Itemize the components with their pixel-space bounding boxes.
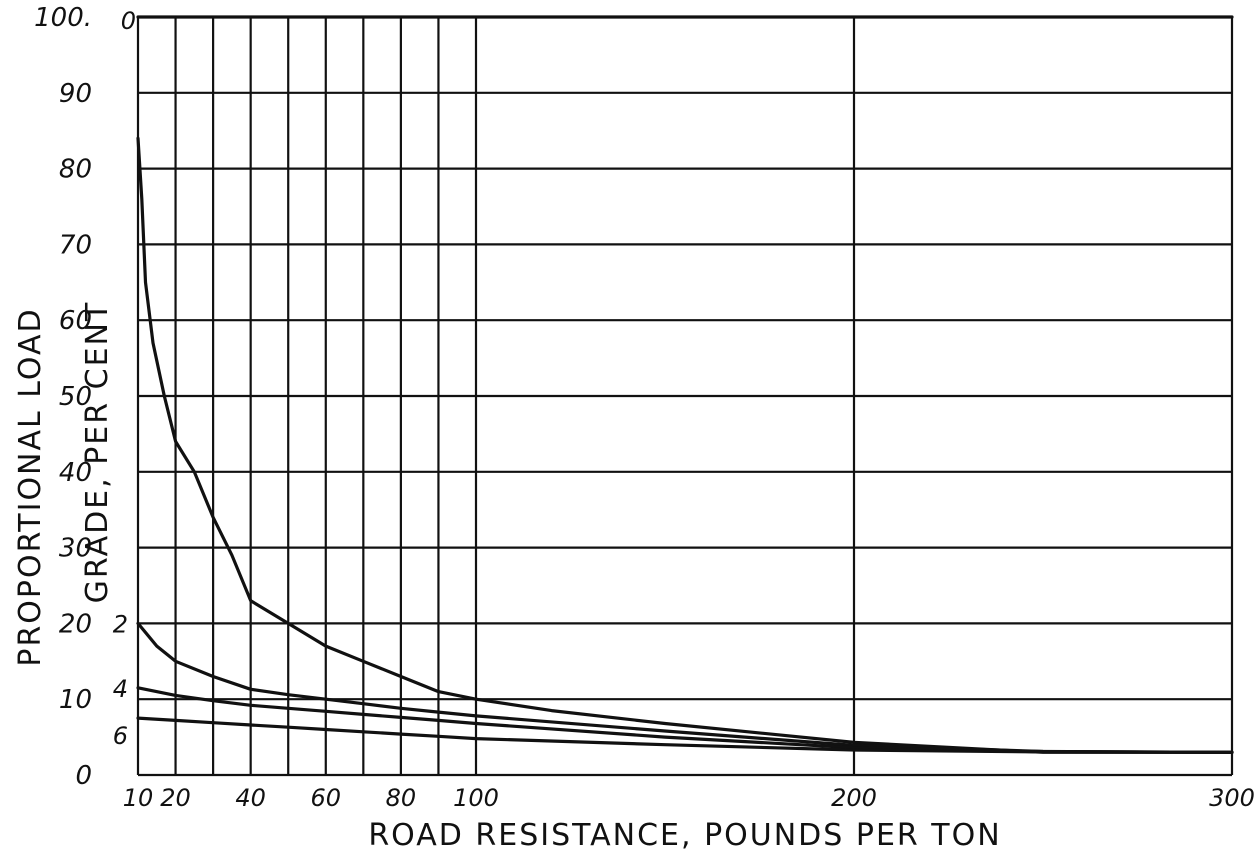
grid [136,15,1234,777]
series-line-6 [136,716,1234,754]
y-tick-label-10: 10 [59,685,92,715]
y-tick-label-80: 80 [59,155,92,185]
y-tick-label-0: 0 [75,761,92,791]
x-tick-label-100: 100 [453,784,499,812]
x-tick-label-300: 300 [1209,784,1255,812]
y-tick-label-100: 100. [34,3,92,33]
x-tick-label-80: 80 [386,784,417,812]
series-line-4 [136,686,1234,754]
series-label-2: 2 [113,610,128,638]
x-tick-label-20: 20 [160,784,191,812]
series-line-2 [136,621,1234,754]
x-axis-title: ROAD RESISTANCE, POUNDS PER TON [368,818,1001,853]
x-tick-label-10: 10 [123,784,154,812]
x-tick-label-40: 40 [235,784,266,812]
y-tick-label-20: 20 [59,609,92,639]
series-labels: 0 2 4 6 [113,7,136,750]
y-tick-label-50: 50 [59,382,92,412]
series-label-4: 4 [113,675,128,703]
y-tick-label-40: 40 [59,458,92,488]
series-line-curve-1 [136,136,1234,754]
y-tick-label-60: 60 [59,306,92,336]
y-axis-title: PROPORTIONAL LOAD [13,307,48,666]
x-tick-label-200: 200 [831,784,877,812]
y-tick-label-70: 70 [59,230,92,260]
series-label-0: 0 [121,7,136,35]
x-tick-label-60: 60 [311,784,342,812]
series-lines [136,15,1234,754]
series-label-6: 6 [113,722,128,750]
y-tick-label-30: 30 [59,534,92,564]
y-axis-title-secondary: GRADE, PER CENT [80,301,115,604]
y-tick-label-90: 90 [59,79,92,109]
